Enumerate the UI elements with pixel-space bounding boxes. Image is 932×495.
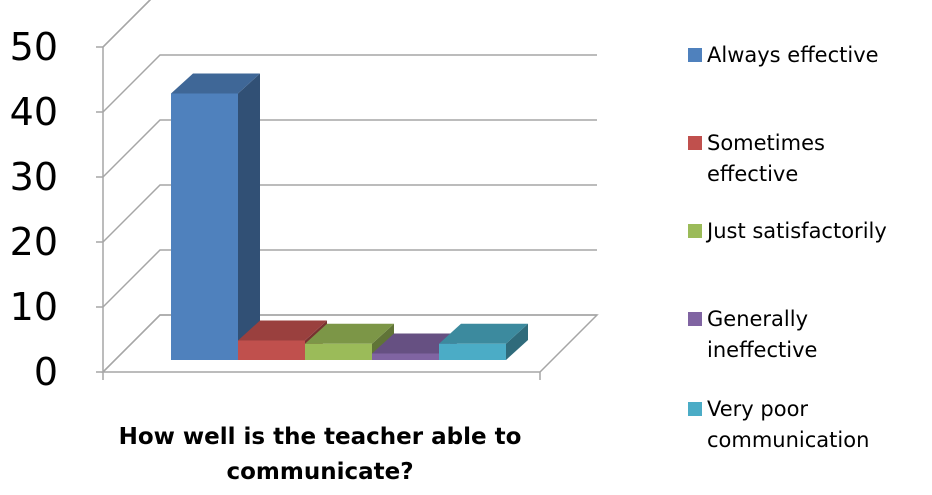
bar-side-face (506, 323, 528, 360)
legend-label: Always effective (707, 43, 879, 67)
floor-plane (101, 314, 599, 373)
y-axis (96, 46, 103, 373)
y-tick-label: 50 (10, 25, 58, 69)
gridline (102, 249, 597, 308)
legend-swatch (688, 136, 702, 150)
legend-label: Very poor communication (707, 397, 870, 452)
legend-item-just-satisfactorily: Just satisfactorily (688, 216, 922, 247)
legend-swatch (688, 402, 702, 416)
bar-top-face (305, 323, 394, 344)
legend-label: Just satisfactorily (707, 219, 887, 243)
legend-label: Generally ineffective (707, 307, 818, 362)
bar-top-face (439, 323, 528, 344)
bar-front-face (305, 343, 372, 360)
bar (439, 323, 528, 360)
y-tick-label: 40 (10, 90, 58, 134)
y-tick-label: 20 (10, 220, 58, 264)
bars (171, 73, 528, 360)
gridline (102, 0, 152, 48)
y-tick-label: 10 (10, 285, 58, 329)
legend-item-always-effective: Always effective (688, 40, 922, 71)
y-tick-label: 30 (10, 155, 58, 199)
bar-front-face (372, 353, 439, 360)
legend-swatch (688, 224, 702, 238)
bar-front-face (439, 343, 506, 360)
bar-top-face (171, 73, 260, 94)
bar-chart-3d: 0 10 20 30 40 50 (10, 0, 599, 394)
x-axis-title: How well is the teacher able to communic… (118, 424, 522, 485)
gridline (102, 119, 597, 178)
bar-front-face (238, 340, 305, 360)
chart-floor (101, 314, 599, 380)
bar-side-face (238, 73, 260, 360)
legend-label: Sometimes effective (707, 131, 825, 186)
gridline (102, 184, 597, 243)
gridline (102, 54, 597, 113)
bar (171, 73, 260, 360)
legend-swatch (688, 48, 702, 62)
legend-item-generally-ineffective: Generally ineffective (688, 304, 857, 366)
bar-top-face (372, 333, 461, 354)
legend-item-very-poor-communication: Very poor communication (688, 394, 917, 456)
legend: Always effective Sometimes effective Jus… (688, 0, 932, 495)
y-tick-label: 0 (34, 350, 58, 394)
bar-top-face (238, 320, 327, 341)
legend-item-sometimes-effective: Sometimes effective (688, 128, 857, 190)
y-axis-tick-labels: 0 10 20 30 40 50 (10, 25, 58, 394)
bar-front-face (171, 93, 238, 360)
legend-swatch (688, 312, 702, 326)
